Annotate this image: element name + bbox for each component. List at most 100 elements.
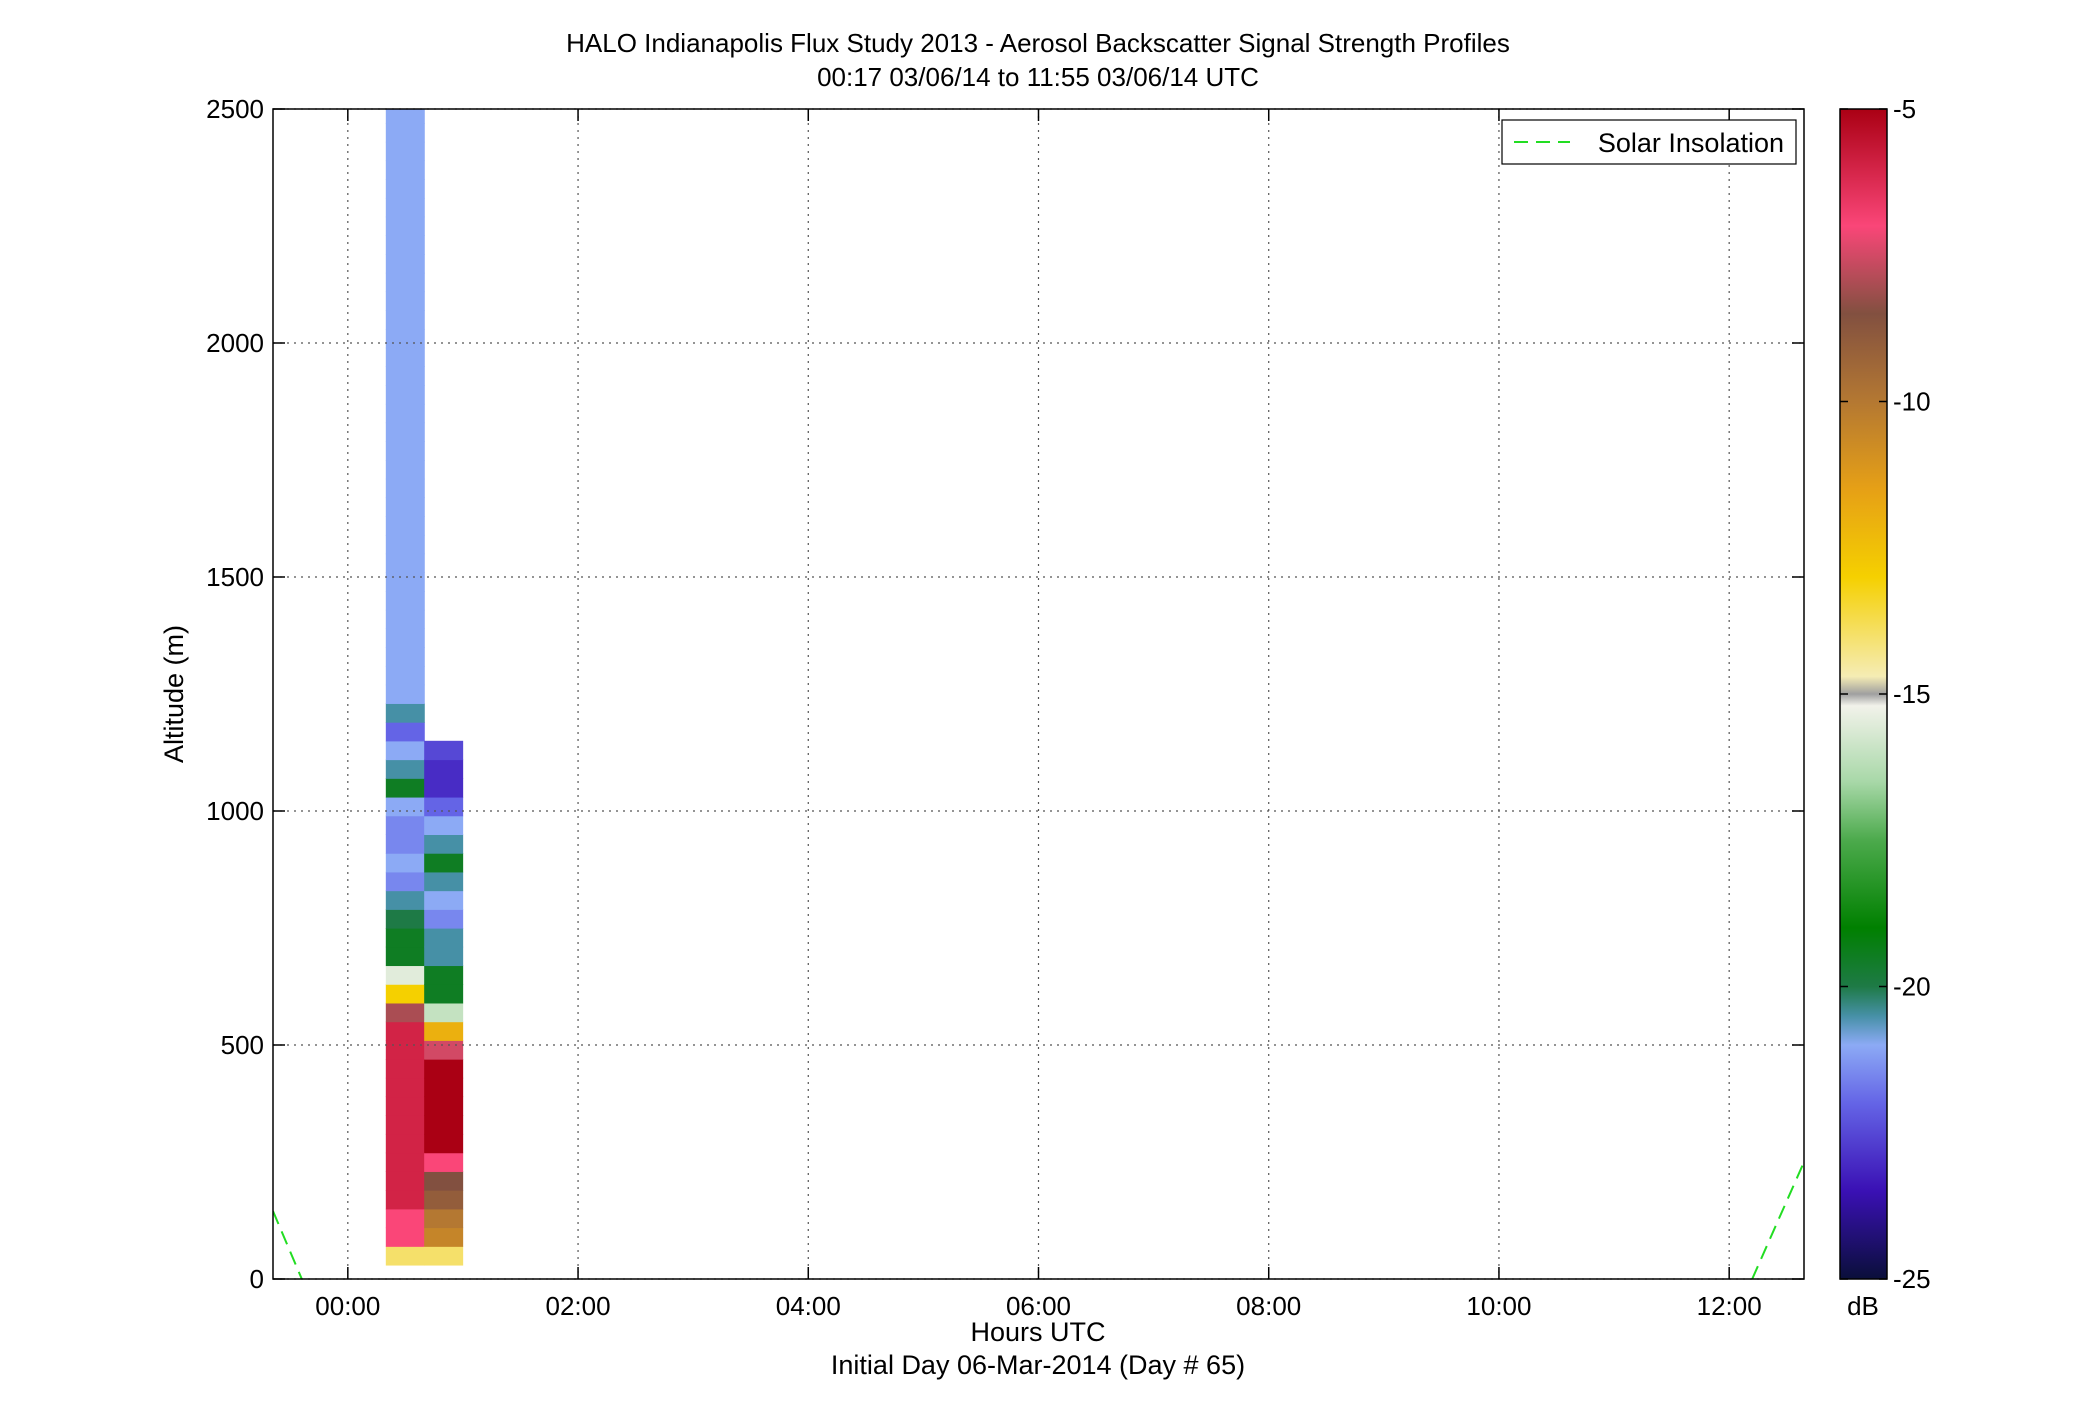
heatmap-cell: [424, 796, 464, 817]
x-tick-label: 08:00: [1236, 1291, 1301, 1321]
heatmap-cell: [385, 197, 425, 218]
heatmap-cell: [386, 67, 425, 86]
y-tick-label: 1500: [206, 562, 264, 592]
heatmap-cell: [385, 984, 425, 1004]
heatmap-cell: [385, 946, 425, 967]
heatmap-cell: [385, 497, 425, 517]
heatmap-cell: [385, 310, 425, 330]
heatmap-cell: [385, 1152, 425, 1172]
x-tick-label: 06:00: [1006, 1291, 1071, 1321]
chart-title: HALO Indianapolis Flux Study 2013 - Aero…: [566, 28, 1510, 58]
colorbar-tick-label: -25: [1893, 1264, 1931, 1294]
heatmap-cell: [424, 890, 464, 910]
heatmap-cell: [385, 609, 425, 630]
heatmap-cell: [424, 759, 464, 779]
x-tick-label: 10:00: [1466, 1291, 1531, 1321]
y-tick-label: 500: [221, 1030, 264, 1060]
heatmap-cell: [424, 1190, 464, 1210]
heatmap-cell: [424, 1152, 464, 1172]
heatmap-cell: [385, 460, 425, 480]
heatmap-cell: [385, 759, 425, 779]
heatmap-cell: [386, 11, 425, 30]
heatmap-cell: [385, 1246, 425, 1266]
heatmap-cell: [385, 254, 425, 274]
heatmap-cell: [385, 703, 425, 723]
heatmap-cell: [385, 628, 425, 648]
heatmap-cell: [424, 778, 464, 798]
heatmap-cell: [385, 366, 425, 386]
x-tick-label: 00:00: [315, 1291, 380, 1321]
heatmap-cell: [385, 740, 425, 761]
heatmap-cell: [386, 0, 425, 11]
heatmap-cell: [385, 291, 425, 311]
heatmap-cell: [385, 385, 425, 405]
heatmap-cell: [385, 778, 425, 798]
heatmap-cell: [385, 478, 425, 499]
colorbar-tick-label: -20: [1893, 972, 1931, 1002]
x-axis: 00:00 02:00 04:00 06:00 08:00 10:00 12:00: [315, 109, 1762, 1321]
heatmap-cell: [385, 1190, 425, 1210]
heatmap-cell: [424, 740, 464, 761]
heatmap-cell: [385, 328, 425, 349]
solar-insolation-series: [273, 1161, 1804, 1279]
heatmap-cell: [385, 572, 425, 592]
heatmap-cell: [385, 1040, 425, 1060]
heatmap-cell: [385, 553, 425, 573]
heatmap-cell: [424, 946, 464, 967]
heatmap-cell: [385, 909, 425, 929]
heatmap-cell: [424, 1208, 464, 1229]
heatmap-cell: [424, 1133, 464, 1154]
heatmap-cell: [385, 965, 425, 985]
heatmap-cell: [385, 347, 425, 367]
colorbar-ticks: -5 -10 -15 -20 -25: [1840, 94, 1931, 1294]
heatmap-cell: [424, 909, 464, 929]
x-axis-sublabel: Initial Day 06-Mar-2014 (Day # 65): [831, 1350, 1245, 1380]
heatmap-cell: [385, 272, 425, 293]
heatmap-cell: [424, 1021, 464, 1041]
heatmap-cell: [385, 235, 425, 255]
x-axis-label: Hours UTC: [970, 1317, 1105, 1347]
heatmap-cell: [424, 1002, 464, 1023]
heatmap-cell: [386, 86, 425, 105]
heatmap-cell: [385, 591, 425, 611]
heatmap-cell: [385, 1227, 425, 1247]
heatmap-cell: [385, 1059, 425, 1079]
heatmap-cells: [385, 0, 464, 1266]
heatmap-cell: [385, 534, 425, 555]
heatmap-cell: [385, 179, 425, 199]
y-tick-label: 2000: [206, 328, 264, 358]
heatmap-cell: [385, 890, 425, 910]
x-tick-label: 12:00: [1697, 1291, 1762, 1321]
colorbar-tick-label: -15: [1893, 679, 1931, 709]
heatmap-cell: [385, 871, 425, 892]
legend-label-solar-insolation: Solar Insolation: [1598, 128, 1784, 158]
legend: Solar Insolation: [1501, 119, 1797, 165]
y-tick-label: 0: [250, 1264, 264, 1294]
heatmap-cell: [386, 29, 425, 48]
heatmap-cell: [385, 516, 425, 536]
heatmap-cell: [424, 1246, 464, 1266]
heatmap-cell: [385, 1171, 425, 1191]
heatmap-cell: [424, 853, 464, 873]
heatmap-cell: [385, 1115, 425, 1135]
heatmap-cell: [385, 216, 425, 236]
colorbar-unit: dB: [1847, 1291, 1879, 1321]
heatmap-cell: [385, 403, 425, 424]
legend-box: [1501, 119, 1797, 165]
heatmap-cell: [424, 1059, 464, 1079]
heatmap-cell: [385, 141, 425, 162]
heatmap-cell: [385, 160, 425, 180]
grid-lines: [273, 108, 1804, 1280]
heatmap-cell: [385, 1021, 425, 1041]
heatmap-cell: [386, 48, 425, 67]
heatmap-cell: [424, 1040, 464, 1060]
heatmap-cell: [385, 815, 425, 835]
heatmap-cell: [385, 722, 425, 742]
heatmap-cell: [424, 965, 464, 985]
heatmap-cell: [385, 1077, 425, 1098]
chart-subtitle: 00:17 03/06/14 to 11:55 03/06/14 UTC: [817, 62, 1259, 92]
heatmap-cell: [385, 1096, 425, 1116]
heatmap-cell: [424, 1096, 464, 1116]
heatmap-cell: [424, 834, 464, 854]
colorbar-tick-label: -5: [1893, 94, 1916, 124]
